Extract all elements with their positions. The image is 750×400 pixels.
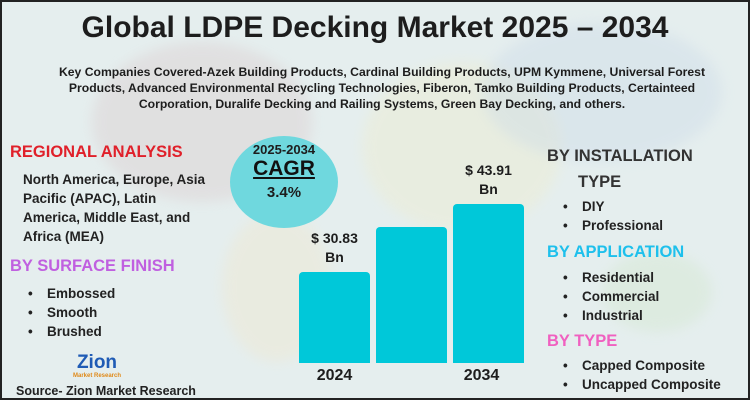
bar-value-label: $ 30.83 Bn	[290, 229, 380, 267]
x-tick-label: 2034	[463, 367, 500, 384]
source-text: Source- Zion Market Research	[16, 384, 196, 398]
key-companies: Key Companies Covered-Azek Building Prod…	[58, 65, 706, 111]
x-tick-label: 2024	[316, 367, 353, 384]
logo-subtext: Market Research	[72, 373, 122, 379]
installation-heading-line2: TYPE	[578, 173, 622, 191]
application-heading: BY APPLICATION	[547, 243, 685, 261]
list-item: Professional	[560, 216, 663, 235]
list-item: Industrial	[560, 306, 659, 325]
application-list: Residential Commercial Industrial	[560, 268, 659, 325]
list-item: Capped Composite	[560, 356, 721, 375]
installation-heading-line1: BY INSTALLATION	[547, 147, 693, 165]
logo-text: Zion	[76, 352, 118, 373]
installation-type-heading: BY INSTALLATION TYPE	[547, 143, 693, 195]
page-title: Global LDPE Decking Market 2025 – 2034	[81, 11, 669, 44]
bar-2034	[453, 204, 524, 363]
bar-2024	[299, 271, 370, 363]
list-item: Smooth	[25, 303, 115, 322]
surface-finish-heading: BY SURFACE FINISH	[10, 257, 175, 275]
regional-analysis-heading: REGIONAL ANALYSIS	[10, 143, 183, 161]
bar-value-label: $ 43.91 Bn	[444, 161, 534, 199]
list-item: Brushed	[25, 322, 115, 341]
map-africa	[362, 62, 562, 232]
cagr-value: 3.4%	[266, 184, 302, 201]
cagr-period: 2025-2034	[252, 142, 316, 157]
type-heading: BY TYPE	[547, 332, 618, 350]
installation-type-list: DIY Professional	[560, 197, 663, 235]
list-item: Commercial	[560, 287, 659, 306]
bar-mid	[376, 226, 447, 363]
list-item: Uncapped Composite	[560, 375, 721, 394]
surface-finish-list: Embossed Smooth Brushed	[25, 284, 115, 341]
bar-value-line: Bn	[479, 181, 498, 197]
bar-value-line: $ 30.83	[311, 229, 358, 246]
cagr-circle: 2025-2034 CAGR 3.4%	[230, 136, 338, 228]
list-item: Embossed	[25, 284, 115, 303]
zion-logo: Zion Market Research	[70, 352, 124, 380]
map-asia	[482, 22, 722, 162]
list-item: DIY	[560, 197, 663, 216]
type-list: Capped Composite Uncapped Composite	[560, 356, 721, 394]
bar-value-line: $ 43.91	[465, 162, 512, 178]
cagr-label: CAGR	[253, 157, 315, 180]
list-item: Residential	[560, 268, 659, 287]
bar-value-line: Bn	[325, 248, 344, 265]
regional-analysis-text: North America, Europe, Asia Pacific (APA…	[23, 172, 206, 244]
